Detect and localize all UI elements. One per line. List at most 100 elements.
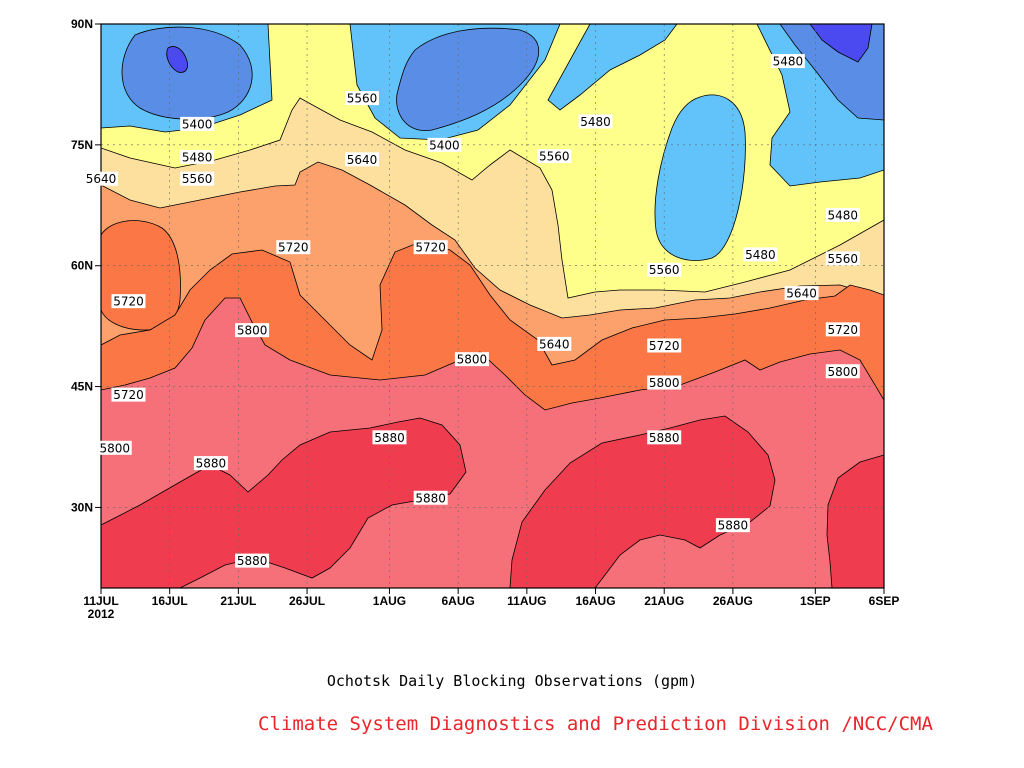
y-tick-label: 90N bbox=[71, 17, 93, 31]
contour-label: 5640 bbox=[84, 171, 118, 186]
contour-label-text: 5800 bbox=[99, 441, 130, 455]
x-tick-label: 16JUL bbox=[152, 594, 188, 608]
contour-label-box bbox=[97, 440, 132, 455]
contour-label-text: 5720 bbox=[113, 295, 144, 309]
contour-label-text: 5640 bbox=[86, 172, 117, 186]
contour-label-box bbox=[537, 336, 572, 351]
band-above-5880 bbox=[509, 415, 776, 588]
contour-label-text: 5720 bbox=[415, 241, 446, 255]
contour-label-box bbox=[647, 338, 682, 353]
contour-label-text: 5480 bbox=[745, 248, 776, 262]
contour-label-box bbox=[715, 518, 750, 533]
contour-label: 5720 bbox=[276, 240, 311, 255]
contour-label-box bbox=[345, 152, 379, 167]
contour-label-text: 5880 bbox=[374, 431, 405, 445]
x-tick-label: 11AUG bbox=[507, 594, 546, 608]
contour-label-text: 5560 bbox=[182, 172, 213, 186]
contour-label-text: 5800 bbox=[457, 353, 488, 367]
contour-label-text: 5720 bbox=[113, 388, 144, 402]
contour-label-text: 5400 bbox=[182, 117, 213, 131]
contour-label-text: 5800 bbox=[237, 324, 268, 338]
contour-label-box bbox=[578, 114, 613, 129]
contour-label: 5400 bbox=[427, 137, 462, 152]
contour-label-text: 5880 bbox=[415, 491, 446, 505]
contour-label-text: 5720 bbox=[828, 323, 859, 337]
contour-label: 5880 bbox=[413, 490, 448, 505]
contour-label-text: 5560 bbox=[539, 150, 570, 164]
contour-label: 5560 bbox=[345, 91, 379, 106]
contour-label-text: 5480 bbox=[580, 115, 611, 129]
band-below-5400 bbox=[809, 24, 873, 63]
contour-label-text: 5640 bbox=[786, 287, 817, 301]
contour-label: 5880 bbox=[372, 430, 407, 445]
contour-label: 5640 bbox=[784, 286, 819, 301]
contour-label-box bbox=[825, 251, 860, 266]
contour-label-box bbox=[372, 430, 407, 445]
x-tick-label: 16AUG bbox=[576, 594, 616, 608]
contour-label: 5640 bbox=[345, 152, 379, 167]
contour-label-box bbox=[825, 322, 860, 337]
plot-frame bbox=[100, 23, 885, 589]
contour-label: 5720 bbox=[111, 387, 146, 402]
contour-label-box bbox=[647, 262, 682, 277]
band-below-5400 bbox=[166, 46, 188, 73]
contour-label-text: 5800 bbox=[828, 365, 859, 379]
contour-label: 5480 bbox=[180, 149, 215, 164]
band-5800 bbox=[101, 220, 181, 331]
contour-label: 5800 bbox=[454, 352, 489, 367]
contour-label: 5720 bbox=[413, 240, 448, 255]
contour-label: 5720 bbox=[825, 322, 860, 337]
contour-label-text: 5720 bbox=[649, 339, 680, 353]
contour-label: 5400 bbox=[180, 116, 215, 131]
contour-label-box bbox=[427, 137, 462, 152]
contour-label-text: 5560 bbox=[347, 92, 378, 106]
y-tick-label: 75N bbox=[71, 138, 93, 152]
contour-label-box bbox=[180, 149, 215, 164]
contour-label-box bbox=[647, 430, 682, 445]
contour-label-text: 5720 bbox=[278, 241, 309, 255]
contour-label: 5560 bbox=[647, 262, 682, 277]
contour-label-text: 5400 bbox=[429, 138, 460, 152]
contour-label-text: 5640 bbox=[539, 337, 570, 351]
contour-label: 5880 bbox=[235, 553, 270, 568]
contour-label: 5480 bbox=[743, 247, 778, 262]
contour-label: 5720 bbox=[647, 338, 682, 353]
contour-label-box bbox=[825, 207, 860, 222]
band-5400 bbox=[396, 27, 540, 132]
contour-label: 5800 bbox=[235, 323, 270, 338]
x-tick-label: 2012 bbox=[88, 607, 115, 621]
credit-line: Climate System Diagnostics and Predictio… bbox=[258, 713, 933, 735]
contour-label-box bbox=[84, 171, 118, 186]
contour-label: 5480 bbox=[825, 207, 860, 222]
contour-label-box bbox=[743, 247, 778, 262]
contour-label-text: 5800 bbox=[649, 376, 680, 390]
contour-label-box bbox=[193, 456, 228, 471]
x-tick-label: 1SEP bbox=[800, 594, 831, 608]
x-tick-label: 1AUG bbox=[373, 594, 406, 608]
band-above-5880 bbox=[826, 454, 884, 588]
contour-label-box bbox=[235, 323, 270, 338]
contour-label-box bbox=[345, 91, 379, 106]
contour-label-box bbox=[784, 286, 819, 301]
contour-label: 5480 bbox=[770, 54, 805, 69]
contour-label-box bbox=[180, 171, 215, 186]
contour-label-box bbox=[413, 240, 448, 255]
band-5480 bbox=[654, 94, 746, 261]
contour-label: 5800 bbox=[825, 364, 860, 379]
contour-label-box bbox=[180, 116, 215, 131]
band-5400 bbox=[121, 26, 253, 120]
contour-label-text: 5880 bbox=[649, 431, 680, 445]
x-tick-label: 21AUG bbox=[644, 594, 684, 608]
x-tick-label: 6SEP bbox=[869, 594, 900, 608]
contour-label: 5800 bbox=[647, 375, 682, 390]
contour-label-box bbox=[111, 294, 146, 309]
x-tick-label: 26JUL bbox=[289, 594, 325, 608]
contour-label-box bbox=[537, 149, 572, 164]
contour-label-text: 5880 bbox=[237, 554, 268, 568]
contour-label: 5560 bbox=[180, 171, 215, 186]
x-tick-label: 6AUG bbox=[441, 594, 474, 608]
contour-label-text: 5880 bbox=[196, 457, 227, 471]
contour-label-box bbox=[111, 387, 146, 402]
contour-label: 5560 bbox=[825, 251, 860, 266]
contour-label-text: 5480 bbox=[182, 150, 213, 164]
